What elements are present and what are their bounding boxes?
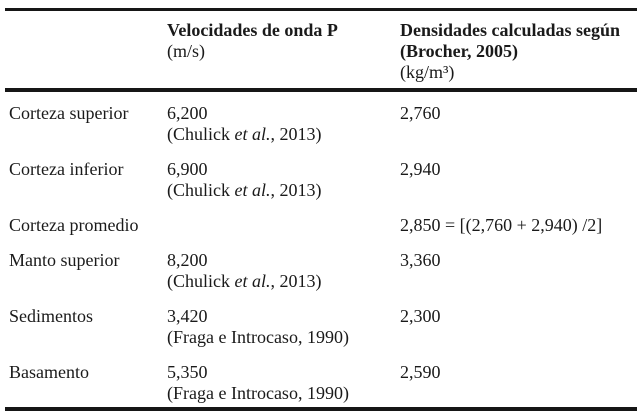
table-row: Corteza promedio 2,850 = [(2,760 + 2,940… xyxy=(5,204,637,239)
row-label: Corteza inferior xyxy=(9,159,124,179)
density-value: 3,360 xyxy=(400,250,441,270)
col-header-density-title: Densidades calculadas según (Brocher, 20… xyxy=(400,20,621,61)
velocity-value: 6,900 xyxy=(167,159,208,179)
density-value: 2,940 xyxy=(400,159,441,179)
col-header-density: Densidades calculadas según (Brocher, 20… xyxy=(400,10,637,91)
col-header-velocity-unit: (m/s) xyxy=(167,41,205,61)
velocity-value: 5,350 xyxy=(167,362,208,382)
table-body: Corteza superior 6,200 (Chulick et al., … xyxy=(5,90,637,409)
col-header-velocity: Velocidades de onda P (m/s) xyxy=(167,10,400,91)
velocity-cell: 8,200 (Chulick et al., 2013) xyxy=(167,239,400,295)
row-label: Corteza superior xyxy=(9,103,129,123)
density-value: 2,760 xyxy=(400,103,441,123)
table-row: Sedimentos 3,420 (Fraga e Introcaso, 199… xyxy=(5,295,637,351)
velocity-source: (Fraga e Introcaso, 1990) xyxy=(167,327,349,347)
velocity-cell: 6,900 (Chulick et al., 2013) xyxy=(167,148,400,204)
table-row: Basamento 5,350 (Fraga e Introcaso, 1990… xyxy=(5,351,637,409)
velocity-source: (Fraga e Introcaso, 1990) xyxy=(167,383,349,403)
row-label: Sedimentos xyxy=(9,306,93,326)
density-value: 2,300 xyxy=(400,306,441,326)
density-value: 2,590 xyxy=(400,362,441,382)
velocity-source: (Chulick et al., 2013) xyxy=(167,271,322,291)
data-table: Velocidades de onda P (m/s) Densidades c… xyxy=(5,8,637,411)
row-label: Manto superior xyxy=(9,250,120,270)
col-header-velocity-title: Velocidades de onda P xyxy=(167,20,338,40)
velocity-source: (Chulick et al., 2013) xyxy=(167,180,322,200)
density-value: 2,850 = [(2,760 + 2,940) /2] xyxy=(400,215,603,235)
velocity-value: 8,200 xyxy=(167,250,208,270)
velocity-value: 6,200 xyxy=(167,103,208,123)
velocity-cell xyxy=(167,204,400,239)
row-label: Corteza promedio xyxy=(9,215,139,235)
col-header-density-unit: (kg/m³) xyxy=(400,62,455,82)
table-row: Corteza superior 6,200 (Chulick et al., … xyxy=(5,90,637,148)
velocity-cell: 3,420 (Fraga e Introcaso, 1990) xyxy=(167,295,400,351)
header-row: Velocidades de onda P (m/s) Densidades c… xyxy=(5,10,637,91)
velocity-cell: 6,200 (Chulick et al., 2013) xyxy=(167,90,400,148)
velocity-value: 3,420 xyxy=(167,306,208,326)
row-label: Basamento xyxy=(9,362,89,382)
table-row: Corteza inferior 6,900 (Chulick et al., … xyxy=(5,148,637,204)
header-row-label-col xyxy=(5,10,167,91)
table-row: Manto superior 8,200 (Chulick et al., 20… xyxy=(5,239,637,295)
table-header: Velocidades de onda P (m/s) Densidades c… xyxy=(5,9,637,91)
velocity-source: (Chulick et al., 2013) xyxy=(167,124,322,144)
velocity-cell: 5,350 (Fraga e Introcaso, 1990) xyxy=(167,351,400,409)
